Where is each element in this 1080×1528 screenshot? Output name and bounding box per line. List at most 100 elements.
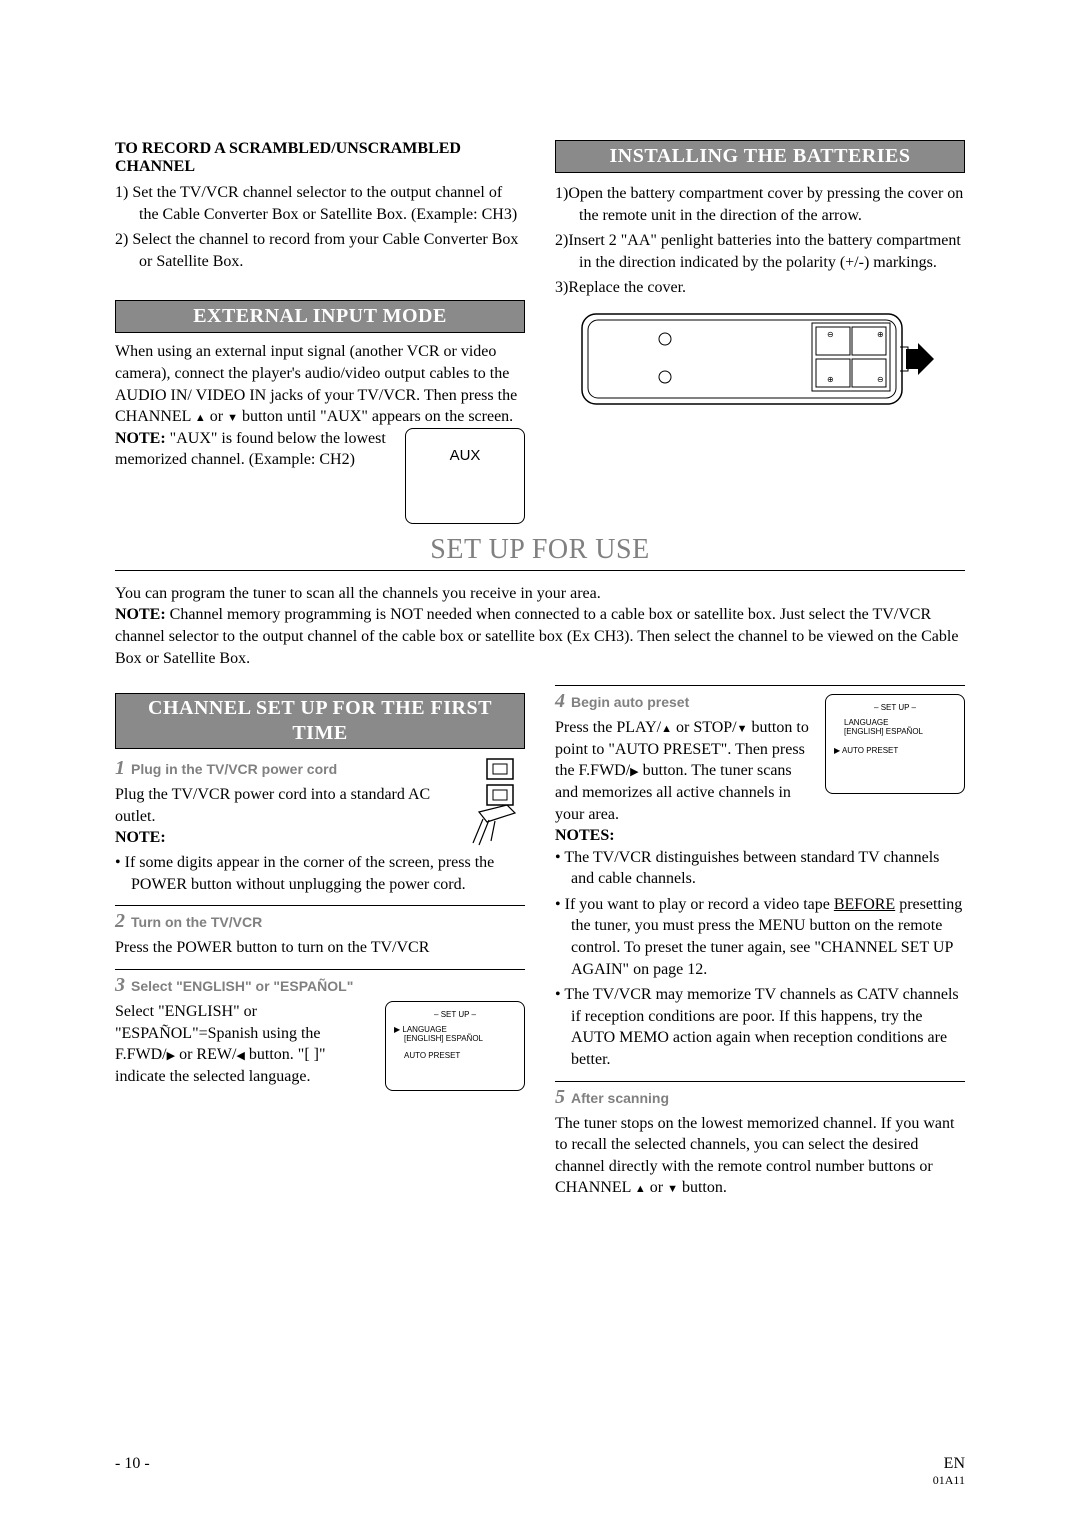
step-4-heading: 4 Begin auto preset — [555, 690, 815, 713]
channel-setup-banner: CHANNEL SET UP FOR THE FIRST TIME — [115, 693, 525, 749]
setup-title: SET UP FOR USE — [115, 534, 965, 571]
s4-bullet-3: The TV/VCR may memorize TV channels as C… — [555, 984, 965, 1070]
footer-lang: EN — [944, 1455, 965, 1472]
s3-screen-l3: AUTO PRESET — [394, 1051, 516, 1060]
triangle-right-icon-2 — [630, 762, 638, 779]
s4-bullet-1: The TV/VCR distinguishes between standar… — [555, 847, 965, 890]
step-5-body: The tuner stops on the lowest memorized … — [555, 1113, 965, 1199]
step-5-num: 5 — [555, 1086, 565, 1108]
steps-right-col: 4 Begin auto preset Press the PLAY/ or ST… — [555, 685, 965, 1199]
aux-label: AUX — [450, 447, 481, 464]
step-3-heading: 3 Select "ENGLISH" or "ESPAÑOL" — [115, 974, 525, 997]
s5-b: button. — [682, 1179, 727, 1196]
remote-diagram: ⊖ ⊕ ⊕ ⊖ — [580, 309, 940, 409]
step-2-title: Turn on the TV/VCR — [131, 914, 262, 930]
batteries-banner: INSTALLING THE BATTERIES — [555, 140, 965, 173]
s3-screen-title: – SET UP – — [394, 1010, 516, 1019]
ext-body: When using an external input signal (ano… — [115, 341, 525, 427]
s5-a: The tuner stops on the lowest memorized … — [555, 1115, 954, 1197]
step-3-body: Select "ENGLISH" or "ESPAÑOL"=Spanish us… — [115, 1001, 375, 1087]
setup-intro-note: NOTE: Channel memory programming is NOT … — [115, 604, 965, 669]
step-3-title: Select "ENGLISH" or "ESPAÑOL" — [131, 978, 353, 994]
svg-text:⊕: ⊕ — [827, 375, 834, 384]
battery-list: 1)Open the battery compartment cover by … — [555, 183, 965, 299]
step-1-num: 1 — [115, 757, 125, 779]
aux-screen-box: AUX — [405, 428, 525, 524]
battery-item-3: 3)Replace the cover. — [555, 277, 965, 299]
s3-screen-l1: LANGUAGE — [402, 1025, 446, 1034]
step-5-heading: 5 After scanning — [555, 1086, 965, 1109]
svg-text:⊖: ⊖ — [877, 375, 884, 384]
hr-4 — [555, 1081, 965, 1082]
s4-screen-l3: AUTO PRESET — [842, 746, 898, 755]
hr-1 — [115, 905, 525, 906]
setup-intro-1: You can program the tuner to scan all th… — [115, 583, 965, 605]
step-3-num: 3 — [115, 974, 125, 996]
step-3-row: Select "ENGLISH" or "ESPAÑOL"=Spanish us… — [115, 1001, 525, 1091]
step-4-screen: – SET UP – LANGUAGE [ENGLISH] ESPAÑOL ▶ … — [825, 694, 965, 794]
step-4-row: 4 Begin auto preset Press the PLAY/ or ST… — [555, 690, 965, 825]
s4-screen-l2: [ENGLISH] ESPAÑOL — [834, 727, 956, 736]
ext-note-bold: NOTE: — [115, 430, 166, 447]
triangle-up-icon-2 — [661, 719, 672, 736]
step-4-title: Begin auto preset — [571, 694, 689, 710]
hr-3 — [555, 685, 965, 686]
step-4-body: Press the PLAY/ or STOP/ button to point… — [555, 717, 815, 825]
footer-right: EN 01A11 — [933, 1455, 965, 1488]
step-1-bullet: If some digits appear in the corner of t… — [115, 852, 525, 895]
s3-b: or REW/ — [175, 1046, 236, 1063]
step-5-title: After scanning — [571, 1090, 669, 1106]
triangle-down-icon-2 — [737, 719, 748, 736]
right-column: INSTALLING THE BATTERIES 1)Open the batt… — [555, 140, 965, 524]
s4-notes-bold: NOTES: — [555, 827, 615, 844]
step-1-title: Plug in the TV/VCR power cord — [131, 761, 337, 777]
battery-item-1: 1)Open the battery compartment cover by … — [555, 183, 965, 226]
footer: - 10 - EN 01A11 — [115, 1455, 965, 1488]
step-1-body: Plug the TV/VCR power cord into a standa… — [115, 784, 459, 827]
triangle-up-icon — [195, 408, 206, 425]
record-item-2: 2) Select the channel to record from you… — [115, 229, 525, 272]
triangle-down-icon — [227, 408, 238, 425]
footer-code: 01A11 — [933, 1473, 965, 1488]
step-3-screen: – SET UP – ▶ LANGUAGE [ENGLISH] ESPAÑOL … — [385, 1001, 525, 1091]
triangle-right-icon — [167, 1046, 175, 1063]
setup-note-bold: NOTE: — [115, 606, 166, 623]
ext-body-part2: button until "AUX" appears on the screen… — [238, 408, 513, 425]
external-input-banner: EXTERNAL INPUT MODE — [115, 300, 525, 333]
ext-note: NOTE: "AUX" is found below the lowest me… — [115, 428, 393, 471]
s4-screen-l1: LANGUAGE — [834, 718, 956, 727]
step-1-bullets: If some digits appear in the corner of t… — [115, 852, 525, 895]
triangle-left-icon — [236, 1046, 244, 1063]
triangle-down-icon-3 — [667, 1179, 678, 1196]
left-column: TO RECORD A SCRAMBLED/UNSCRAMBLED CHANNE… — [115, 140, 525, 524]
s4-bullet-2: If you want to play or record a video ta… — [555, 894, 965, 980]
svg-text:⊖: ⊖ — [827, 330, 834, 339]
s3-screen-row1: ▶ LANGUAGE — [394, 1025, 516, 1034]
top-section: TO RECORD A SCRAMBLED/UNSCRAMBLED CHANNE… — [115, 140, 965, 524]
record-item-1: 1) Set the TV/VCR channel selector to th… — [115, 182, 525, 225]
record-list: 1) Set the TV/VCR channel selector to th… — [115, 182, 525, 272]
s4-a: Press the PLAY/ — [555, 719, 661, 736]
step-4-num: 4 — [555, 690, 565, 712]
steps-left-col: CHANNEL SET UP FOR THE FIRST TIME 1 Plug … — [115, 685, 525, 1199]
s4-b: or STOP/ — [672, 719, 737, 736]
s4-screen-row3: ▶ AUTO PRESET — [834, 746, 956, 755]
triangle-up-icon-3 — [635, 1179, 646, 1196]
steps-section: CHANNEL SET UP FOR THE FIRST TIME 1 Plug … — [115, 685, 965, 1199]
step-2-num: 2 — [115, 910, 125, 932]
hr-2 — [115, 969, 525, 970]
s4-screen-title: – SET UP – — [834, 703, 956, 712]
setup-note-text: Channel memory programming is NOT needed… — [115, 606, 958, 666]
s3-screen-l2: [ENGLISH] ESPAÑOL — [394, 1034, 516, 1043]
ac-plug-icon — [469, 757, 525, 852]
step-1: 1 Plug in the TV/VCR power cord Plug the … — [115, 757, 525, 852]
battery-item-2: 2)Insert 2 "AA" penlight batteries into … — [555, 230, 965, 273]
step-2-heading: 2 Turn on the TV/VCR — [115, 910, 525, 933]
ext-note-row: NOTE: "AUX" is found below the lowest me… — [115, 428, 525, 524]
step-2-body: Press the POWER button to turn on the TV… — [115, 937, 525, 959]
page-number: - 10 - — [115, 1455, 150, 1488]
record-heading: TO RECORD A SCRAMBLED/UNSCRAMBLED CHANNE… — [115, 140, 525, 176]
step-4-bullets: The TV/VCR distinguishes between standar… — [555, 847, 965, 1071]
svg-text:⊕: ⊕ — [877, 330, 884, 339]
step-1-heading: 1 Plug in the TV/VCR power cord — [115, 757, 459, 780]
